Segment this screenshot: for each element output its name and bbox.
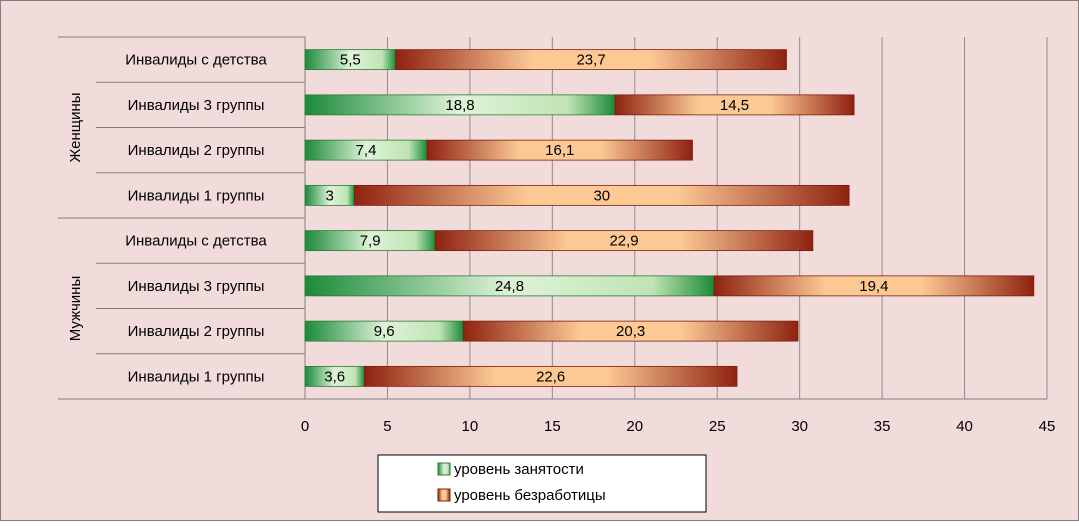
legend-swatch xyxy=(437,462,451,476)
x-tick-label: 25 xyxy=(709,418,726,435)
bar-value-label: 3 xyxy=(326,187,334,204)
x-tick-label: 20 xyxy=(626,418,643,435)
category-label: Инвалиды 1 группы xyxy=(128,368,265,385)
bar-value-label: 3,6 xyxy=(324,368,345,385)
bar-value-label: 7,4 xyxy=(356,142,377,159)
bar-segment xyxy=(395,49,787,71)
category-label: Инвалиды с детства xyxy=(125,233,267,250)
bar-value-label: 24,8 xyxy=(495,278,524,295)
bar-value-label: 30 xyxy=(593,187,610,204)
bar-segment xyxy=(462,320,799,342)
category-label: Инвалиды 3 группы xyxy=(128,278,265,295)
group-label: Женщины xyxy=(67,92,84,162)
category-label: Инвалиды 1 группы xyxy=(128,187,265,204)
x-tick-label: 0 xyxy=(301,418,309,435)
category-label: Инвалиды с детства xyxy=(125,52,267,69)
x-tick-label: 15 xyxy=(544,418,561,435)
bar-value-label: 5,5 xyxy=(340,52,361,69)
category-label: Инвалиды 2 группы xyxy=(128,142,265,159)
bar-value-label: 16,1 xyxy=(545,142,574,159)
bar-segment xyxy=(614,94,855,116)
bar-segment xyxy=(713,275,1035,297)
x-tick-label: 40 xyxy=(956,418,973,435)
bar-value-label: 9,6 xyxy=(374,323,395,340)
bar-value-label: 22,6 xyxy=(536,368,565,385)
bar-value-label: 22,9 xyxy=(609,233,638,250)
bar-segment xyxy=(363,365,738,387)
legend-box xyxy=(377,454,707,513)
legend-swatch xyxy=(437,488,451,502)
group-label: Мужчины xyxy=(67,276,84,341)
x-tick-label: 30 xyxy=(791,418,808,435)
x-tick-label: 35 xyxy=(874,418,891,435)
bar-segment xyxy=(434,230,814,252)
bar-value-label: 18,8 xyxy=(445,97,474,114)
x-tick-label: 10 xyxy=(462,418,479,435)
category-label: Инвалиды 3 группы xyxy=(128,97,265,114)
category-label: Инвалиды 2 группы xyxy=(128,323,265,340)
bar-value-label: 19,4 xyxy=(859,278,888,295)
bar-segment xyxy=(354,184,850,206)
bar-value-label: 14,5 xyxy=(720,97,749,114)
bar-segment xyxy=(426,139,693,161)
x-tick-label: 5 xyxy=(383,418,391,435)
bar-value-label: 23,7 xyxy=(576,52,605,69)
x-tick-label: 45 xyxy=(1039,418,1056,435)
legend-label: уровень занятости xyxy=(454,461,584,478)
bar-value-label: 20,3 xyxy=(616,323,645,340)
bar-value-label: 7,9 xyxy=(360,233,381,250)
legend-label: уровень безработицы xyxy=(454,487,606,504)
